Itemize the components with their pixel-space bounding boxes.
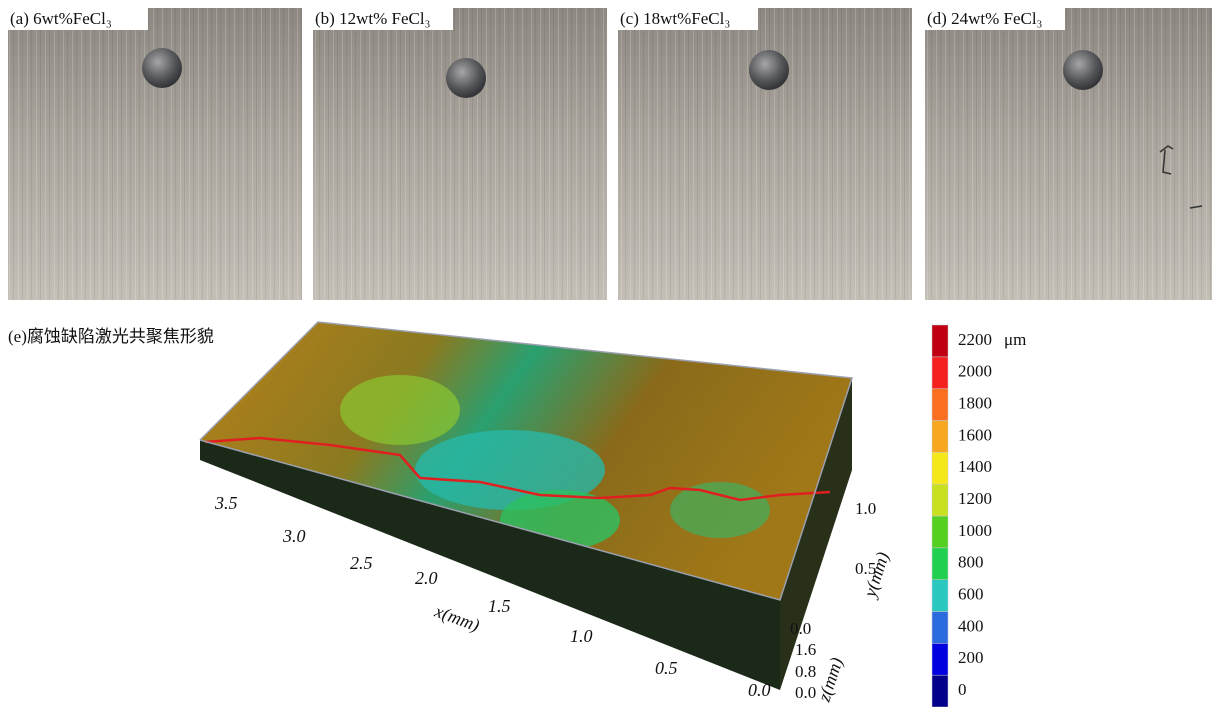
colorbar-swatch [932, 612, 948, 644]
z-tick-label: 0.8 [795, 662, 816, 681]
colorbar-label: 1600 [958, 425, 992, 444]
colorbar-label: 0 [958, 680, 967, 699]
panel-label: (b) 12wt% FeCl₃ [315, 9, 431, 28]
x-tick-label: 0.0 [748, 680, 771, 700]
colorbar-swatch [932, 325, 948, 357]
colorbar-label: 1000 [958, 521, 992, 540]
colorbar-label: 1200 [958, 489, 992, 508]
panel-label: (a) 6wt%FeCl₃ [10, 9, 112, 28]
confocal-3d-plot [200, 322, 852, 690]
colorbar-swatch [932, 580, 948, 612]
photo-row: (a) 6wt%FeCl₃ (b) 12wt% FeCl₃ (c) 18wt%FeC… [8, 8, 1212, 300]
x-tick-label: 1.5 [488, 596, 511, 616]
colorbar-swatch [932, 389, 948, 421]
colorbar-swatch [932, 452, 948, 484]
photo-hole [142, 48, 182, 88]
surface-patch [340, 375, 460, 445]
colorbar-swatch [932, 484, 948, 516]
colorbar-label: 1400 [958, 457, 992, 476]
photo-hole [446, 58, 486, 98]
surface-patch [670, 482, 770, 538]
y-tick-label: 0.5 [855, 559, 876, 578]
colorbar-unit: μm [1004, 330, 1026, 349]
colorbar-label: 800 [958, 553, 984, 572]
photo-texture [313, 8, 607, 300]
photo-hole [1063, 50, 1103, 90]
colorbar-swatch [932, 421, 948, 453]
colorbar: 0 200 400 600 800 1000 1200 1400 1600 1800 2000 220… [932, 325, 1026, 707]
colorbar-swatch [932, 548, 948, 580]
panel-title: (e)腐蚀缺陷激光共聚焦形貌 [8, 327, 214, 346]
x-tick-label: 0.5 [655, 658, 678, 678]
x-tick-label: 1.0 [570, 626, 593, 646]
x-tick-label: 3.0 [282, 526, 306, 546]
x-tick-label: 2.0 [415, 568, 438, 588]
colorbar-swatch [932, 357, 948, 389]
colorbar-label: 1800 [958, 393, 992, 412]
x-tick-label: 3.5 [214, 493, 238, 513]
panel-label: (c) 18wt%FeCl₃ [620, 9, 730, 28]
y-tick-label: 1.0 [855, 499, 876, 518]
panel-label: (d) 24wt% FeCl₃ [927, 9, 1043, 28]
colorbar-swatch [932, 675, 948, 707]
x-tick-label: 2.5 [350, 553, 373, 573]
colorbar-label: 200 [958, 648, 984, 667]
colorbar-swatch [932, 643, 948, 675]
figure: (a) 6wt%FeCl₃ (b) 12wt% FeCl₃ (c) 18wt%FeC… [0, 0, 1216, 707]
colorbar-swatch [932, 516, 948, 548]
z-tick-label: 0.0 [795, 683, 816, 702]
z-axis-label: z(mm) [813, 655, 847, 705]
colorbar-label: 400 [958, 616, 984, 635]
colorbar-label: 2000 [958, 362, 992, 381]
colorbar-label: 600 [958, 584, 984, 603]
y-tick-label: 0.0 [790, 619, 811, 638]
photo-texture [925, 8, 1212, 300]
colorbar-label: 2200 [958, 330, 992, 349]
x-axis-label: x(mm) [431, 600, 482, 636]
photo-hole [749, 50, 789, 90]
z-tick-label: 1.6 [795, 640, 816, 659]
